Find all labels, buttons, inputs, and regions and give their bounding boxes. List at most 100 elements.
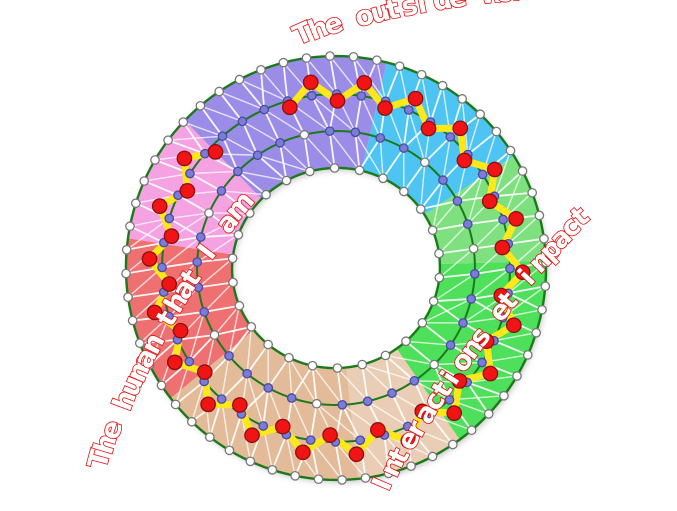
spoke-line <box>246 343 269 375</box>
node-white <box>332 363 343 373</box>
caption-glyph: o <box>495 0 516 9</box>
node-white <box>228 277 238 288</box>
spoke-line <box>420 179 444 210</box>
spoke-line <box>424 136 451 163</box>
node-white <box>429 359 439 370</box>
spoke-line <box>177 334 215 341</box>
spoke-line <box>204 304 240 313</box>
node-purple <box>350 127 361 138</box>
spoke-line <box>493 170 524 197</box>
node-white <box>245 456 256 467</box>
node-red <box>231 397 248 413</box>
spoke-line <box>382 147 405 179</box>
caption-glyph: l <box>527 0 537 6</box>
spoke-line <box>493 332 537 342</box>
node-red <box>494 239 511 256</box>
node-white <box>420 157 430 168</box>
spoke-line <box>507 214 540 245</box>
node-red <box>481 193 498 210</box>
spoke-line <box>199 105 224 137</box>
node-red <box>151 198 168 214</box>
node-purple <box>252 150 263 161</box>
spoke-line <box>126 241 165 251</box>
node-white <box>150 155 160 165</box>
spoke-line <box>177 194 210 214</box>
node-white <box>121 244 132 255</box>
spoke-line <box>285 434 296 476</box>
spoke-line <box>214 305 240 336</box>
node-red <box>451 373 468 389</box>
spoke-line <box>433 273 476 302</box>
node-purple <box>185 168 195 179</box>
node-purple <box>452 196 463 206</box>
spoke-line <box>433 300 464 324</box>
node-white <box>311 398 322 409</box>
spoke-line <box>143 180 179 197</box>
node-purple <box>469 269 480 279</box>
node-white <box>512 371 522 381</box>
spoke-line <box>493 339 529 356</box>
node-white <box>531 327 542 338</box>
node-purple <box>286 393 297 403</box>
spoke-line <box>198 281 234 289</box>
spoke-line <box>383 434 390 474</box>
spoke-line <box>432 223 468 232</box>
node-purple <box>337 399 348 410</box>
node-white <box>144 360 155 370</box>
node-white <box>121 268 131 279</box>
node-white <box>378 173 388 184</box>
spoke-line <box>507 285 546 295</box>
spoke-line <box>354 132 361 171</box>
node-red <box>176 150 193 167</box>
node-purple <box>164 213 175 224</box>
spoke-line <box>208 212 239 236</box>
node-white <box>134 338 145 349</box>
spoke-line <box>385 354 435 366</box>
node-purple <box>195 232 206 242</box>
node-white <box>437 80 448 91</box>
spoke-line <box>438 223 469 255</box>
node-red <box>370 422 386 438</box>
spoke-line <box>241 121 259 156</box>
node-purple <box>409 375 420 386</box>
spoke-line <box>228 326 252 357</box>
spoke-line <box>391 392 409 427</box>
spoke-line <box>238 78 265 111</box>
node-purple <box>445 132 456 142</box>
spoke-line <box>405 340 451 346</box>
node-white <box>281 175 292 186</box>
spoke-line <box>139 338 178 345</box>
spoke-line <box>220 355 230 400</box>
spoke-line <box>311 365 318 404</box>
node-purple <box>355 435 366 446</box>
spoke-line <box>470 267 511 300</box>
node-white <box>233 229 244 240</box>
node-red <box>141 251 158 267</box>
spoke-line <box>439 273 475 279</box>
spoke-line <box>221 190 267 196</box>
node-red <box>486 161 503 178</box>
node-purple <box>398 143 409 153</box>
spoke-line <box>470 298 504 319</box>
node-red <box>179 182 196 199</box>
spoke-line <box>189 170 238 175</box>
node-white <box>505 145 516 156</box>
node-red <box>146 304 163 321</box>
node-white <box>499 390 509 401</box>
node-purple <box>216 186 227 196</box>
node-white <box>227 253 238 264</box>
spoke-line <box>218 90 265 111</box>
node-white <box>383 468 394 479</box>
spoke-line <box>420 200 458 211</box>
node-purple <box>192 257 203 267</box>
spoke-line <box>433 364 451 401</box>
spoke-line <box>466 381 505 397</box>
spoke-line <box>358 137 382 171</box>
node-purple <box>497 312 508 323</box>
spoke-line <box>262 387 270 427</box>
spoke-line <box>200 105 243 123</box>
node-red <box>244 427 260 444</box>
node-red <box>166 354 183 371</box>
node-white <box>522 350 533 360</box>
